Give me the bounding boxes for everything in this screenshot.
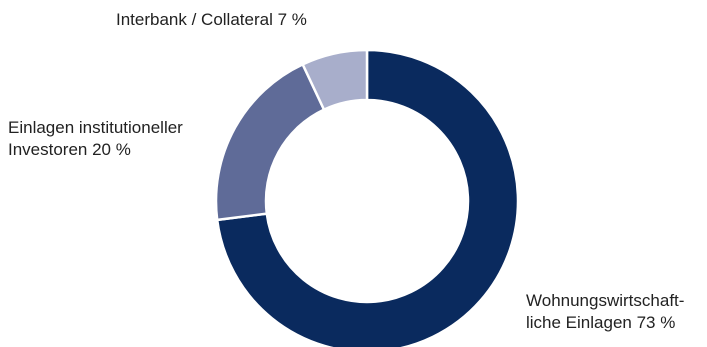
slice-label-institutional-investors: Einlagen institutioneller Investoren 20 … <box>8 117 183 161</box>
donut-slice-1 <box>214 62 326 222</box>
slice-label-line: Wohnungswirtschaft- <box>526 291 685 310</box>
donut-slice-2 <box>301 48 369 112</box>
slice-label-line: liche Einlagen 73 % <box>526 313 676 332</box>
slice-label-interbank-collateral: Interbank / Collateral 7 % <box>116 9 307 31</box>
slice-label-line: Interbank / Collateral 7 % <box>116 10 307 29</box>
slice-label-housing-deposits: Wohnungswirtschaft- liche Einlagen 73 % <box>526 290 684 334</box>
slice-label-line: Investoren 20 % <box>8 140 131 159</box>
donut-slice-0 <box>215 48 520 347</box>
slice-label-line: Einlagen institutioneller <box>8 118 183 137</box>
